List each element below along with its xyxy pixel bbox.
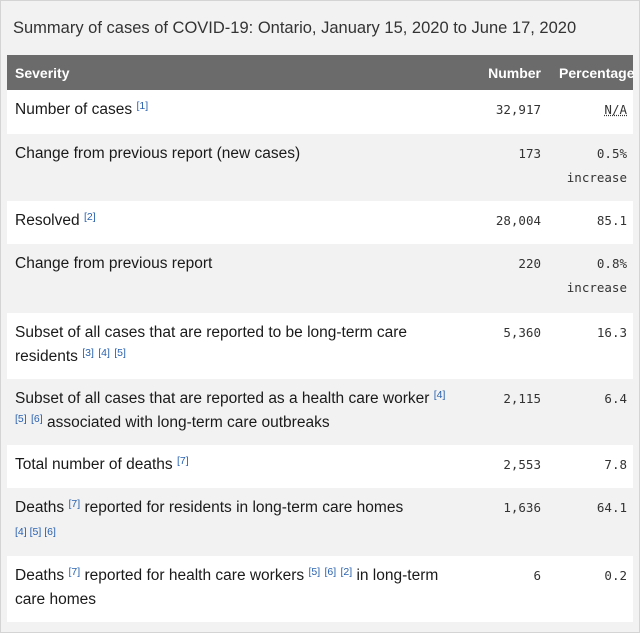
table-row: Subset of all cases that are reported to… <box>7 313 633 379</box>
row-label-text: Total number of deaths <box>15 456 173 473</box>
row-label-text: Deaths <box>15 567 65 584</box>
row-label-text: Number of cases <box>15 101 133 118</box>
table-row: Deaths [7] reported for health care work… <box>7 556 633 622</box>
table-header-row: Severity Number Percentage <box>7 55 634 90</box>
row-label-number-of-cases: Number of cases [1] <box>7 90 459 134</box>
footnote-link[interactable]: [7] <box>68 498 81 510</box>
row-percentage: 85.1 <box>551 201 633 244</box>
footnote-link[interactable]: [7] <box>68 566 81 578</box>
row-label-text: Deaths <box>15 499 65 516</box>
footnote-link[interactable]: [4] <box>433 389 446 401</box>
footnote-link[interactable]: [2] <box>83 211 96 223</box>
row-label-text: Change from previous report (new cases) <box>15 145 301 162</box>
row-number: 5,360 <box>459 313 551 379</box>
row-label-text: in long-term care homes <box>15 567 439 608</box>
row-label-text: reported for health care workers <box>84 567 305 584</box>
row-label-text: Resolved <box>15 212 80 229</box>
footnote-link[interactable]: [6] <box>31 413 43 425</box>
header-severity: Severity <box>7 55 459 90</box>
footnote-link[interactable]: [3] <box>82 347 94 359</box>
table-row: Number of cases [1] 32,917 N/A <box>7 90 633 134</box>
footnote-link[interactable]: [5] <box>29 526 42 538</box>
footnote-link[interactable]: [2] <box>340 566 353 578</box>
table-row: Resolved [2] 28,004 85.1 <box>7 201 633 244</box>
header-percentage: Percentage <box>551 55 634 90</box>
row-label-ltc-residents: Subset of all cases that are reported to… <box>7 313 459 379</box>
row-label-new-cases: Change from previous report (new cases) <box>7 134 459 201</box>
row-label-total-deaths: Total number of deaths [7] <box>7 445 459 488</box>
table-row: Change from previous report (new cases) … <box>7 134 633 201</box>
footnote-link[interactable]: [6] <box>324 566 337 578</box>
table-caption: Summary of cases of COVID-19: Ontario, J… <box>1 1 639 55</box>
row-label-text: Subset of all cases that are reported as… <box>15 390 430 407</box>
row-percentage: 64.1 <box>551 488 633 556</box>
row-number: 28,004 <box>459 201 551 244</box>
footnote-link[interactable]: [7] <box>177 455 189 467</box>
row-number: 32,917 <box>459 90 551 134</box>
footnote-link[interactable]: [5] <box>15 413 27 425</box>
row-percentage: 0.5% <box>596 146 627 161</box>
footnote-link-group: [4] [5] [6] <box>15 520 451 544</box>
table-row: Deaths [7] reported for residents in lon… <box>7 488 633 556</box>
row-label-change-resolved: Change from previous report <box>7 244 459 313</box>
row-percentage: 0.2 <box>551 556 633 622</box>
header-number: Number <box>459 55 551 90</box>
row-percentage-note: increase <box>566 280 627 295</box>
row-label-text: Change from previous report <box>15 255 213 272</box>
table-row: Change from previous report 220 0.8% inc… <box>7 244 633 313</box>
row-number: 2,115 <box>459 379 551 445</box>
row-percentage: 16.3 <box>551 313 633 379</box>
row-number: 1,636 <box>459 488 551 556</box>
row-number: 173 <box>459 134 551 201</box>
row-percentage: 6.4 <box>551 379 633 445</box>
row-number: 220 <box>459 244 551 313</box>
footnote-link[interactable]: [4] <box>98 347 110 359</box>
row-label-text: reported for residents in long-term care… <box>84 499 404 516</box>
footnote-link[interactable]: [1] <box>136 100 149 112</box>
table-row: Total number of deaths [7] 2,553 7.8 <box>7 445 633 488</box>
row-percentage-note: increase <box>566 170 627 185</box>
footnote-link[interactable]: [6] <box>44 526 56 538</box>
row-label-ltc-resident-deaths: Deaths [7] reported for residents in lon… <box>7 488 459 556</box>
row-label-resolved: Resolved [2] <box>7 201 459 244</box>
row-label-hcw-deaths: Deaths [7] reported for health care work… <box>7 556 459 622</box>
row-label-health-care-workers: Subset of all cases that are reported as… <box>7 379 459 445</box>
row-percentage: 0.8% <box>596 256 627 271</box>
table-row: Subset of all cases that are reported as… <box>7 379 633 445</box>
row-label-text: Subset of all cases that are reported to… <box>15 324 408 365</box>
footnote-link[interactable]: [5] <box>308 566 321 578</box>
row-percentage: 7.8 <box>551 445 633 488</box>
footnote-link[interactable]: [5] <box>114 347 126 359</box>
row-number: 2,553 <box>459 445 551 488</box>
row-label-text: associated with long-term care outbreaks <box>47 414 330 431</box>
row-percentage: N/A <box>604 102 627 117</box>
footnote-link[interactable]: [4] <box>15 526 27 538</box>
covid-summary-table: Severity Number Percentage Number of cas… <box>7 55 634 622</box>
row-number: 6 <box>459 556 551 622</box>
